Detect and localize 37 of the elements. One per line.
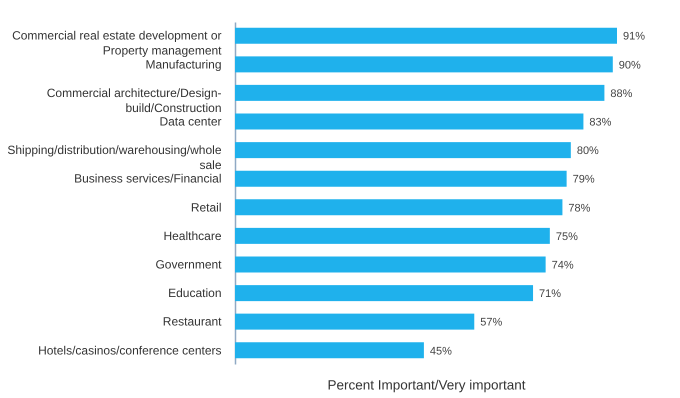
data-label: 78% [568,202,591,214]
y-tick-label: Government [155,257,222,272]
data-label: 83% [589,116,612,129]
bar [235,170,567,187]
bar [235,285,534,302]
y-tick-label: Shipping/distribution/warehousing/whole sale [7,143,222,172]
bar [235,142,571,158]
data-label: 80% [576,145,600,158]
data-label: 90% [618,59,642,72]
bar [235,56,613,72]
y-tick-label: Education [168,286,222,300]
bar [235,84,604,101]
data-label: 88% [610,88,633,100]
y-tick-label: Commercial architecture/Design-build/Construction [46,86,222,115]
data-label: 79% [572,174,595,186]
bar [235,114,584,130]
y-tick-label: Manufacturing [145,57,222,72]
bar [235,228,550,244]
y-tick-label: Healthcare [163,228,222,243]
data-label: 45% [430,345,452,358]
bar [235,28,617,44]
data-label: 57% [480,316,503,329]
y-tick-label: Restaurant [162,314,222,329]
y-tick-label: Commercial real estate development or Property management [12,28,222,58]
data-label: 91% [623,30,646,43]
x-axis-title: Percent Important/Very important [327,378,526,392]
y-tick-label: Hotels/casinos/conference centers [38,343,222,358]
y-tick-label: Retail [190,200,222,214]
bar [235,256,546,272]
data-label: 71% [539,288,562,300]
bar [235,199,562,216]
bar [235,342,424,358]
data-label: 74% [552,259,574,272]
y-tick-label: Business services/Financial [74,172,222,186]
data-label: 75% [556,230,578,243]
y-tick-label: Data center [159,114,222,129]
bar [235,314,474,330]
